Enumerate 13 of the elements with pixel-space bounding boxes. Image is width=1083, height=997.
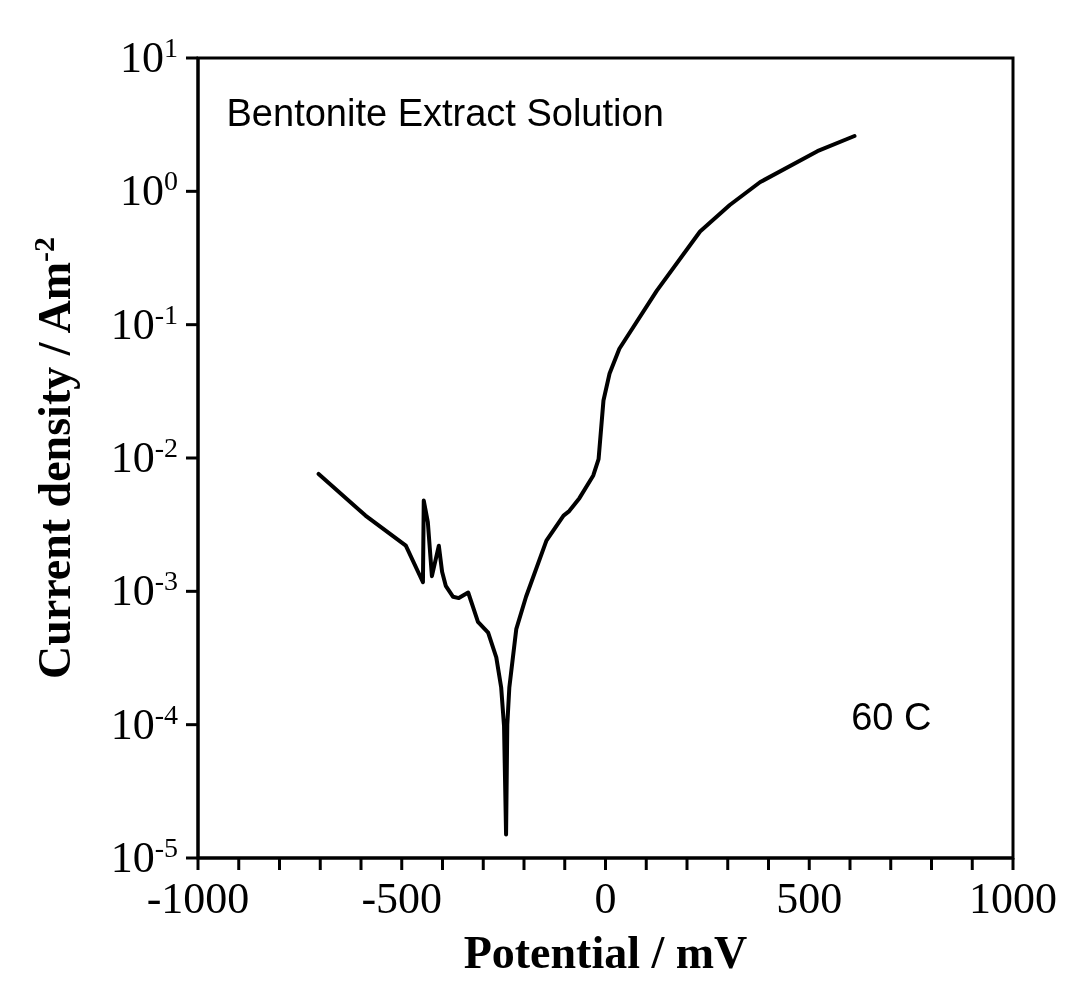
- y-tick-label: 10$^{-1}$: [110, 298, 178, 349]
- x-tick-label: 0: [594, 874, 617, 924]
- x-tick-label: 1000: [969, 874, 1057, 924]
- annotation: 60 C: [851, 696, 932, 738]
- y-tick-label: 10$^{-3}$: [110, 564, 178, 616]
- y-tick-label: 10$^{-4}$: [110, 698, 178, 749]
- x-tick-label: -500: [361, 874, 443, 924]
- y-tick-label: 10$^{-2}$: [110, 431, 178, 482]
- x-axis-title: Potential / mV: [463, 927, 748, 978]
- annotation: Bentonite Extract Solution: [226, 92, 664, 134]
- x-tick-label: 500: [776, 874, 843, 924]
- y-tick-label: 10$^{0}$: [120, 164, 178, 216]
- y-tick-label: 10$^{1}$: [120, 31, 178, 82]
